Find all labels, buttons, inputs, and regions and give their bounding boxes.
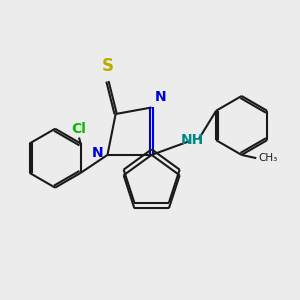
Text: S: S	[102, 57, 114, 75]
Text: N: N	[92, 146, 103, 160]
Text: Cl: Cl	[71, 122, 86, 136]
Text: CH₃: CH₃	[258, 153, 277, 163]
Text: N: N	[154, 89, 166, 103]
Text: NH: NH	[181, 133, 204, 147]
